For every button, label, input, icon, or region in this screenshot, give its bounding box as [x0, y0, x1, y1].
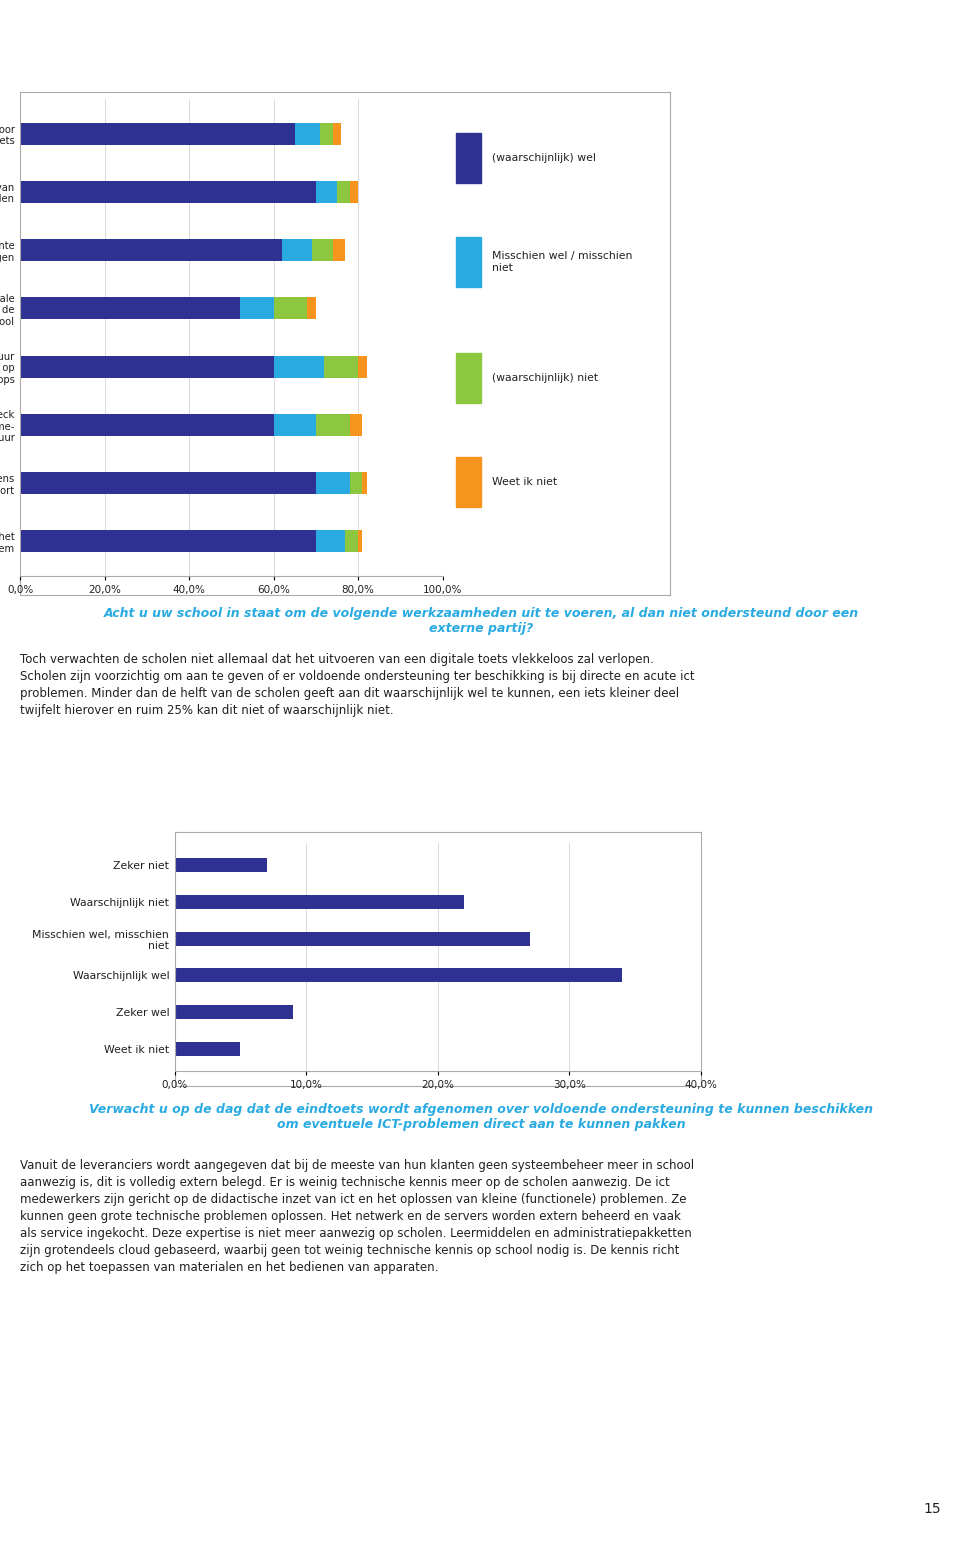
Text: Weet ik niet: Weet ik niet [492, 478, 557, 487]
Bar [362, 472, 367, 495]
Bar [307, 297, 316, 319]
Bar [333, 123, 341, 145]
Text: Verwacht u op de dag dat de eindtoets wordt afgenomen over voldoende ondersteuni: Verwacht u op de dag dat de eindtoets wo… [89, 1103, 873, 1131]
Bar [333, 239, 346, 260]
Bar [456, 353, 481, 404]
Bar [20, 180, 316, 203]
Bar [295, 123, 320, 145]
Bar [175, 1042, 240, 1056]
Text: Kennisnet: Kennisnet [707, 28, 834, 49]
Text: Acht u uw school in staat om de volgende werkzaamheden uit te voeren, al dan nie: Acht u uw school in staat om de volgende… [104, 607, 858, 635]
Bar [456, 458, 481, 507]
Bar [346, 530, 358, 552]
Bar [349, 415, 362, 436]
Bar [349, 472, 362, 495]
Bar [175, 968, 622, 982]
Bar [274, 415, 316, 436]
Text: Vanuit de leveranciers wordt aangegeven dat bij de meeste van hun klanten geen s: Vanuit de leveranciers wordt aangegeven … [20, 1159, 694, 1274]
Text: (waarschijnlijk) niet: (waarschijnlijk) niet [492, 373, 598, 384]
Bar [358, 530, 362, 552]
Bar [240, 297, 274, 319]
Text: Misschien wel / misschien
niet: Misschien wel / misschien niet [492, 251, 633, 273]
Bar [175, 932, 530, 946]
Bar [274, 297, 307, 319]
Bar [20, 415, 274, 436]
Bar [320, 123, 333, 145]
Bar [20, 297, 240, 319]
Bar [316, 180, 337, 203]
Bar [20, 530, 316, 552]
Bar [274, 356, 324, 378]
Bar [324, 356, 358, 378]
Bar [312, 239, 333, 260]
Bar [337, 180, 349, 203]
Bar [175, 858, 267, 872]
Bar [316, 472, 349, 495]
Bar [456, 237, 481, 287]
Bar [358, 356, 367, 378]
Text: Toch verwachten de scholen niet allemaal dat het uitvoeren van een digitale toet: Toch verwachten de scholen niet allemaal… [20, 653, 695, 718]
Bar [349, 180, 358, 203]
Bar [282, 239, 312, 260]
Bar [20, 356, 274, 378]
Text: 15: 15 [924, 1501, 941, 1516]
Bar [20, 239, 282, 260]
Bar [175, 1005, 293, 1019]
Bar [20, 123, 295, 145]
Bar [175, 895, 464, 909]
Bar [20, 472, 316, 495]
Bar [316, 415, 349, 436]
Bar [456, 133, 481, 183]
Text: (waarschijnlijk) wel: (waarschijnlijk) wel [492, 153, 596, 163]
Bar [316, 530, 346, 552]
